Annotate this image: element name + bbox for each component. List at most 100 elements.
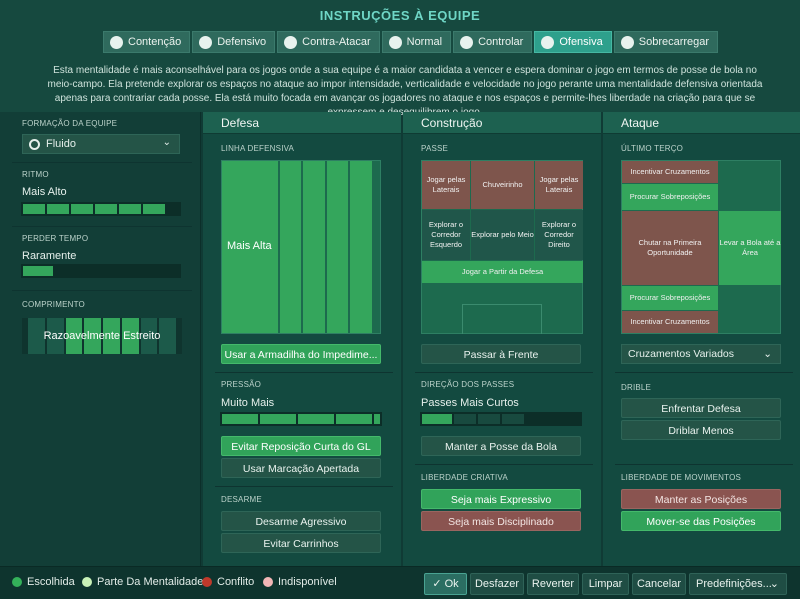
chevron-down-icon: ⌄ bbox=[769, 578, 779, 590]
pass-direction-label: DIREÇÃO DOS PASSES bbox=[421, 380, 515, 389]
pass-direction-slider[interactable] bbox=[420, 412, 582, 426]
final-third-label: ÚLTIMO TERÇO bbox=[621, 144, 684, 153]
defensive-line-label: LINHA DEFENSIVA bbox=[221, 144, 295, 153]
formation-value: Fluido bbox=[46, 138, 76, 150]
check-icon: ✓ bbox=[432, 578, 445, 590]
be-more-disciplined-button[interactable]: Seja mais Disciplinado bbox=[421, 511, 581, 531]
attack-panel: Ataque ÚLTIMO TERÇO Incentivar Cruzament… bbox=[603, 112, 800, 566]
width-slider[interactable] bbox=[22, 318, 182, 354]
ok-button[interactable]: ✓ Ok bbox=[424, 573, 467, 595]
width-value: Razoavelmente Estreito bbox=[43, 330, 161, 342]
ball-icon bbox=[388, 35, 402, 49]
tab-normal[interactable]: Normal bbox=[381, 31, 452, 53]
bar-segment bbox=[23, 266, 53, 276]
time-waste-slider[interactable] bbox=[21, 264, 181, 278]
tempo-slider[interactable] bbox=[21, 202, 181, 216]
formation-dropdown[interactable]: Fluido ⌄ bbox=[22, 134, 180, 154]
zone-right-channel[interactable]: Explorar o Corredor Direito bbox=[535, 210, 583, 260]
avoid-gk-short-button[interactable]: Evitar Reposição Curta do GL bbox=[221, 436, 381, 456]
bar-segment bbox=[95, 204, 117, 214]
width-label: COMPRIMENTO bbox=[22, 300, 85, 309]
construction-header: Construção bbox=[403, 112, 601, 134]
dribble-less-button[interactable]: Driblar Menos bbox=[621, 420, 781, 440]
revert-button[interactable]: Reverter bbox=[527, 573, 579, 595]
zone-shoot-on-sight[interactable]: Chutar na Primeira Oportunidade bbox=[622, 211, 718, 285]
divider bbox=[12, 290, 192, 291]
pass-forward-button[interactable]: Passar à Frente bbox=[421, 344, 581, 364]
aggressive-tackle-button[interactable]: Desarme Agressivo bbox=[221, 511, 381, 531]
divider bbox=[415, 372, 593, 373]
dialog-title: INSTRUÇÕES À EQUIPE bbox=[319, 8, 481, 23]
offside-trap-button[interactable]: Usar a Armadilha do Impedime... bbox=[221, 344, 381, 364]
contain-icon bbox=[110, 35, 123, 49]
attack-header: Ataque bbox=[603, 112, 800, 134]
tab-ofensiva[interactable]: Ofensiva bbox=[534, 31, 612, 53]
retain-possession-button[interactable]: Manter a Posse da Bola bbox=[421, 436, 581, 456]
legend-dot bbox=[82, 577, 92, 587]
avoid-sliding-button[interactable]: Evitar Carrinhos bbox=[221, 533, 381, 553]
undo-button[interactable]: Desfazer bbox=[470, 573, 524, 595]
crossing-dropdown[interactable]: Cruzamentos Variados ⌄ bbox=[621, 344, 781, 364]
divider bbox=[215, 486, 393, 487]
cancel-button[interactable]: Cancelar bbox=[632, 573, 686, 595]
tab-contencao[interactable]: Contenção bbox=[103, 31, 191, 53]
chevron-down-icon: ⌄ bbox=[763, 348, 772, 360]
defense-panel: Defesa LINHA DEFENSIVA Mais Alta Usar a … bbox=[203, 112, 401, 566]
bar-segment bbox=[23, 204, 45, 214]
dribble-label: DRIBLE bbox=[621, 383, 652, 392]
team-settings-panel: FORMAÇÃO DA EQUIPE Fluido ⌄ RITMO Mais A… bbox=[0, 112, 201, 566]
divider bbox=[615, 372, 793, 373]
legend-dot bbox=[12, 577, 22, 587]
tempo-label: RITMO bbox=[22, 170, 49, 179]
movement-freedom-label: LIBERDADE DE MOVIMENTOS bbox=[621, 473, 742, 482]
zone-work-into-box[interactable]: Levar a Bola até a Área bbox=[719, 211, 781, 285]
construction-panel: Construção PASSE Jogar pelas Laterais Ch… bbox=[403, 112, 601, 566]
hold-position-button[interactable]: Manter as Posições bbox=[621, 489, 781, 509]
tight-marking-button[interactable]: Usar Marcação Apertada bbox=[221, 458, 381, 478]
control-icon bbox=[460, 35, 474, 49]
zone-left-channel[interactable]: Explorar o Corredor Esquerdo bbox=[422, 210, 470, 260]
defensive-line-value: Mais Alta bbox=[227, 240, 272, 252]
legend-chosen: Escolhida bbox=[12, 576, 75, 588]
legend-unavailable: Indisponível bbox=[263, 576, 337, 588]
zone-cross-top[interactable]: Incentivar Cruzamentos bbox=[622, 161, 718, 183]
pass-label: PASSE bbox=[421, 144, 449, 153]
attack-icon bbox=[541, 35, 555, 49]
tab-controlar[interactable]: Controlar bbox=[453, 31, 533, 53]
zone-wide-right[interactable]: Jogar pelas Laterais bbox=[535, 161, 583, 209]
creative-freedom-label: LIBERDADE CRIATIVA bbox=[421, 473, 508, 482]
overload-icon bbox=[620, 35, 634, 49]
zone-overlap-bottom[interactable]: Procurar Sobreposições bbox=[622, 286, 718, 310]
time-waste-value: Raramente bbox=[22, 250, 77, 262]
zone-wide-left[interactable]: Jogar pelas Laterais bbox=[422, 161, 470, 209]
zone-route-one[interactable]: Chuveirinho bbox=[471, 161, 534, 209]
defensive-line-pitch[interactable] bbox=[221, 160, 381, 334]
tab-contra-atacar[interactable]: Contra-Atacar bbox=[277, 31, 380, 53]
tab-defensivo[interactable]: Defensivo bbox=[192, 31, 276, 53]
zone-cross-bottom[interactable]: Incentivar Cruzamentos bbox=[622, 311, 718, 333]
formation-label: FORMAÇÃO DA EQUIPE bbox=[22, 119, 118, 128]
pass-direction-value: Passes Mais Curtos bbox=[421, 397, 519, 409]
chevron-down-icon: ⌄ bbox=[162, 137, 171, 148]
fluid-icon bbox=[29, 138, 40, 150]
footer-bar: Escolhida Parte Da Mentalidade Conflito … bbox=[0, 566, 800, 599]
zone-overlap-top[interactable]: Procurar Sobreposições bbox=[622, 184, 718, 210]
bar-segment bbox=[143, 204, 165, 214]
legend-dot bbox=[202, 577, 212, 587]
divider bbox=[615, 464, 793, 465]
roam-from-positions-button[interactable]: Mover-se das Posições bbox=[621, 511, 781, 531]
legend-mentality: Parte Da Mentalidade bbox=[82, 576, 203, 588]
divider bbox=[215, 372, 393, 373]
press-value: Muito Mais bbox=[221, 397, 275, 409]
zone-middle[interactable]: Explorar pelo Meio bbox=[471, 210, 534, 260]
run-at-defence-button[interactable]: Enfrentar Defesa bbox=[621, 398, 781, 418]
divider bbox=[12, 162, 192, 163]
be-more-expressive-button[interactable]: Seja mais Expressivo bbox=[421, 489, 581, 509]
press-slider[interactable] bbox=[220, 412, 382, 426]
presets-dropdown[interactable]: Predefinições... ⌄ bbox=[689, 573, 787, 595]
clear-button[interactable]: Limpar bbox=[582, 573, 629, 595]
tab-sobrecarregar[interactable]: Sobrecarregar bbox=[613, 31, 719, 53]
zone-play-out-defence[interactable]: Jogar a Partir da Defesa bbox=[422, 261, 583, 283]
final-third-pitch: Incentivar Cruzamentos Procurar Sobrepos… bbox=[621, 160, 781, 334]
tempo-value: Mais Alto bbox=[22, 186, 67, 198]
